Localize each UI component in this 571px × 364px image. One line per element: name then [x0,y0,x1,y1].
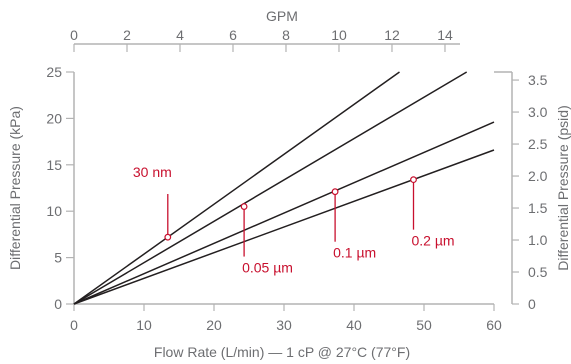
right-tick-label: 1.5 [528,200,548,216]
right-tick-label: 3.0 [528,104,548,120]
y-axis-title: Differential Pressure (kPa) [7,106,23,270]
y-tick-label: 15 [46,157,62,173]
series-lines [73,71,495,305]
annotation-label: 0.05 µm [242,260,293,276]
series-line [73,71,468,305]
x-tick-label: 30 [276,317,292,333]
x-tick-label: 0 [70,317,78,333]
top-tick-label: 0 [70,27,78,43]
x-tick-label: 20 [206,317,222,333]
top-axis-title: GPM [266,8,298,24]
right-tick-label: 2.0 [528,168,548,184]
right-tick-label: 0 [528,296,536,312]
right-axis-title: Differential Pressure (psid) [555,105,571,270]
annotation-marker [164,233,172,241]
x-tick-label: 10 [136,317,152,333]
y-tick-label: 5 [54,250,62,266]
annotation-label: 0.1 µm [333,245,376,261]
x-tick-label: 50 [416,317,432,333]
top-tick-label: 8 [282,27,290,43]
x-tick-label: 60 [486,317,502,333]
y-tick-label: 10 [46,203,62,219]
series-line [73,121,495,305]
top-tick-label: 2 [123,27,131,43]
annotation-marker [410,176,417,184]
right-tick-label: 1.0 [528,232,548,248]
series-line [73,149,495,305]
y-tick-label: 0 [54,296,62,312]
annotation-label: 30 nm [133,164,172,180]
series-line [73,71,400,305]
annotation-marker [331,188,339,196]
x-axis-title: Flow Rate (L/min) — 1 cP @ 27°C (77°F) [154,344,410,360]
x-tick-label: 40 [346,317,362,333]
top-tick-label: 6 [229,27,237,43]
y-tick-label: 20 [46,110,62,126]
axes [66,43,519,311]
top-tick-label: 14 [437,27,453,43]
annotation-marker [240,203,248,210]
axis-titles: Flow Rate (L/min) — 1 cP @ 27°C (77°F) G… [7,8,571,360]
y-tick-label: 25 [46,64,62,80]
right-tick-label: 3.5 [528,72,548,88]
top-tick-label: 10 [331,27,347,43]
right-tick-label: 2.5 [528,136,548,152]
annotations: 30 nm 0.05 µm 0.1 µm 0.2 µm [133,164,455,276]
top-tick-label: 4 [176,27,184,43]
tick-labels: 0 10 20 30 40 50 60 0 2 4 6 8 10 12 14 0 5 10 15 20 25 0 0.5 1.… [46,27,547,333]
annotation-label: 0.2 µm [412,233,455,249]
right-tick-label: 0.5 [528,264,548,280]
top-tick-label: 12 [384,27,400,43]
